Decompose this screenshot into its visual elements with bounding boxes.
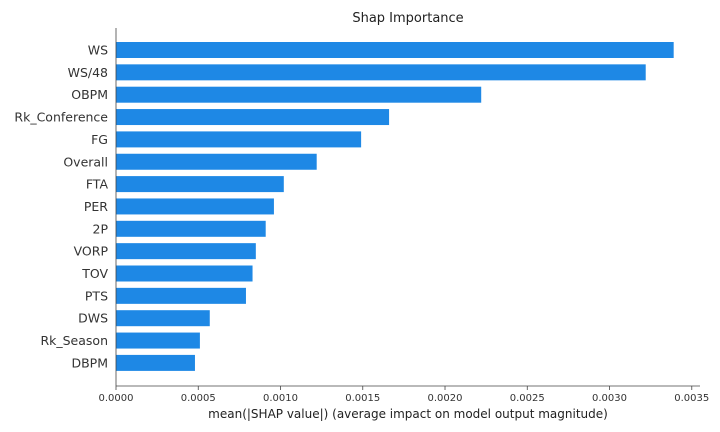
bar-per — [116, 198, 274, 215]
x-tick-label: 0.0000 — [99, 393, 134, 404]
category-label: OBPM — [71, 87, 108, 102]
category-label: 2P — [93, 221, 109, 236]
category-label: TOV — [81, 266, 108, 281]
bar-obpm — [116, 86, 482, 103]
chart-title: Shap Importance — [352, 11, 463, 26]
bar-dws — [116, 310, 210, 327]
bars-group — [116, 42, 674, 371]
category-label: WS/48 — [68, 65, 108, 80]
bar-2p — [116, 220, 266, 237]
x-tick-label: 0.0005 — [181, 393, 216, 404]
bar-tov — [116, 265, 253, 282]
category-label: Rk_Conference — [14, 110, 108, 125]
category-label: DBPM — [71, 355, 108, 370]
x-tick-label: 0.0025 — [510, 393, 545, 404]
x-tick-label: 0.0035 — [674, 393, 709, 404]
category-label: PER — [84, 199, 108, 214]
bar-rk-season — [116, 332, 200, 349]
x-tick-label: 0.0010 — [263, 393, 298, 404]
category-label: VORP — [74, 244, 109, 259]
bar-ws-48 — [116, 64, 646, 81]
x-tick-label: 0.0020 — [428, 393, 463, 404]
bar-pts — [116, 287, 246, 304]
x-axis-label: mean(|SHAP value|) (average impact on mo… — [208, 407, 608, 421]
x-tick-label: 0.0015 — [345, 393, 380, 404]
category-label: DWS — [78, 311, 108, 326]
bar-rk-conference — [116, 109, 390, 126]
category-label: FG — [91, 132, 108, 147]
category-label: Rk_Season — [40, 333, 108, 348]
bar-ws — [116, 42, 674, 58]
bar-dbpm — [116, 354, 195, 371]
bar-fg — [116, 131, 362, 148]
bar-vorp — [116, 243, 256, 260]
category-labels: WS WS/48 OBPM Rk_Conference FG Overall FTA PER 2… — [14, 43, 108, 371]
category-label: Overall — [63, 154, 108, 169]
category-label: PTS — [85, 288, 108, 303]
bar-fta — [116, 176, 284, 193]
bar-overall — [116, 153, 317, 170]
category-label: WS — [88, 43, 108, 58]
category-label: FTA — [86, 177, 109, 192]
x-tick-label: 0.0030 — [592, 393, 627, 404]
x-axis-ticks: 0.0000 0.0005 0.0010 0.0015 0.0020 0.0025 0.00… — [99, 386, 709, 404]
